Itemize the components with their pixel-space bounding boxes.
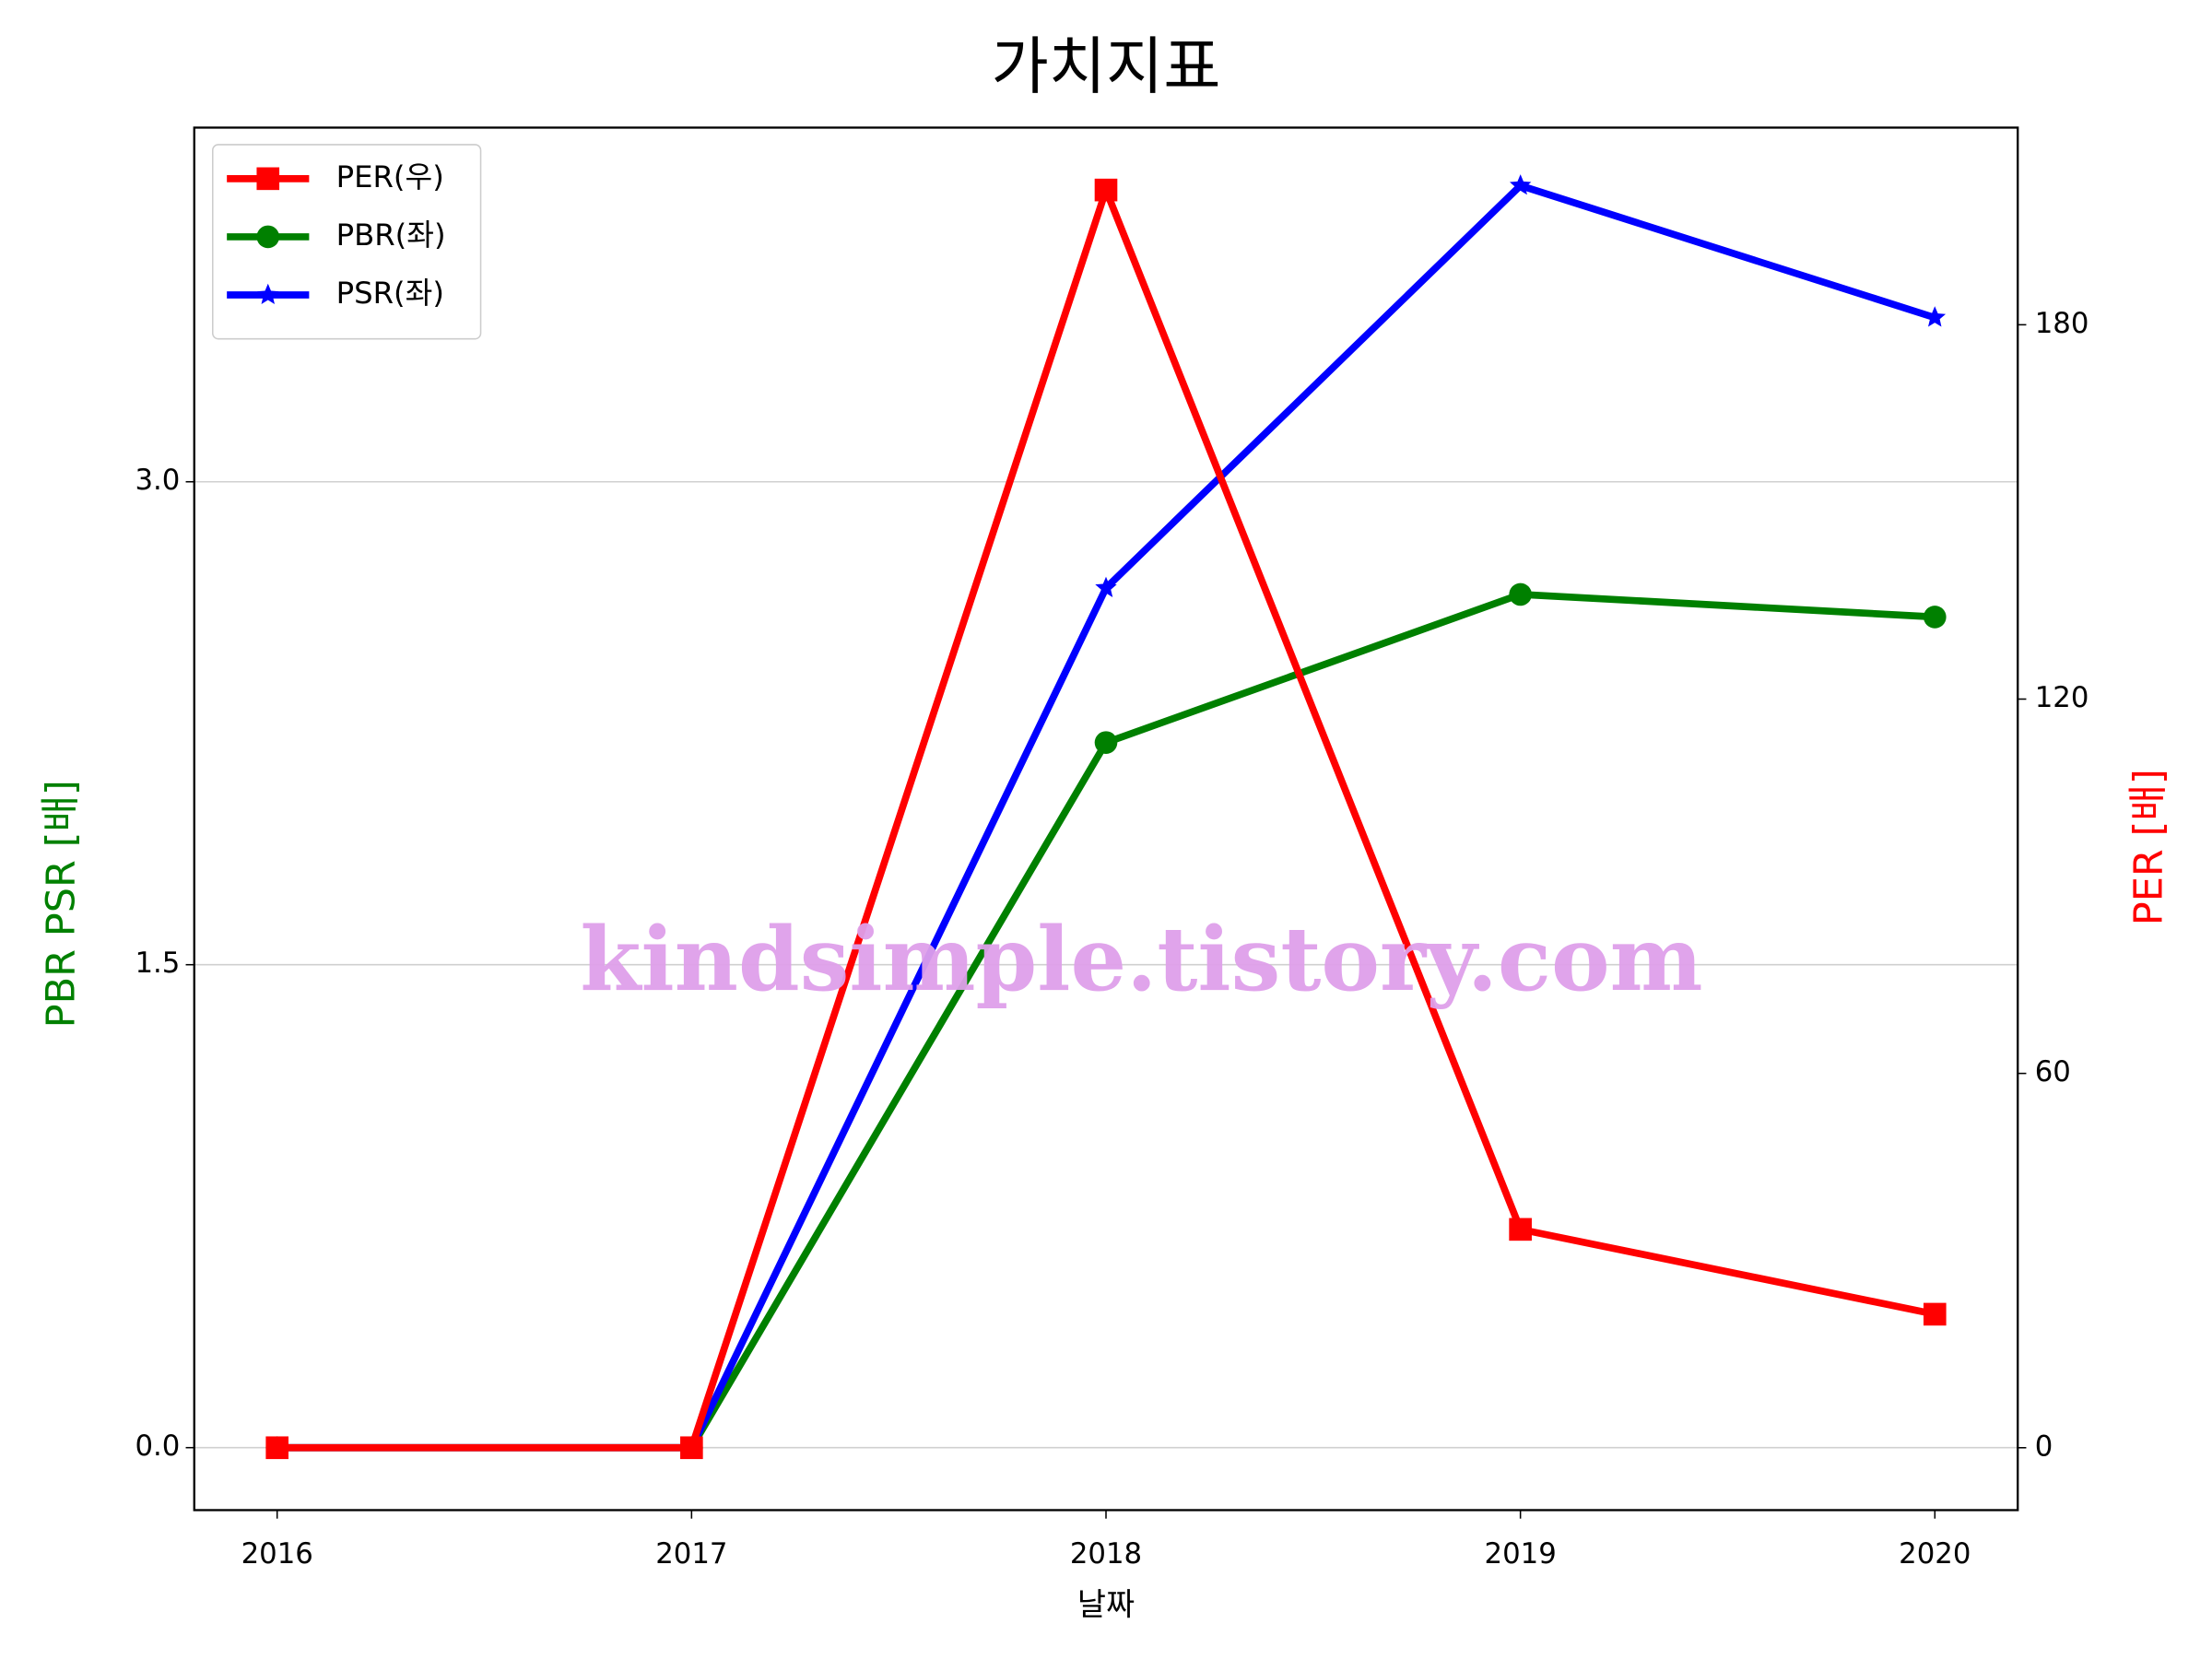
legend-box — [212, 144, 482, 340]
marker — [1509, 1218, 1532, 1241]
legend-label: PBR(좌) — [336, 218, 446, 253]
x-tick-label: 2016 — [241, 1537, 313, 1571]
y2-tick-label: 0 — [2035, 1430, 2053, 1463]
marker — [1923, 606, 1947, 629]
y-tick-label: 3.0 — [135, 464, 180, 497]
y-tick-label: 0.0 — [135, 1430, 180, 1463]
chart-title: 가치지표 — [991, 29, 1220, 102]
x-tick-label: 2020 — [1899, 1537, 1971, 1571]
x-tick-label: 2019 — [1485, 1537, 1557, 1571]
marker — [1924, 306, 1947, 327]
plot-frame — [193, 126, 2019, 1512]
marker — [256, 167, 280, 191]
x-axis-label: 날짜 — [1077, 1587, 1135, 1623]
marker — [1095, 576, 1117, 597]
marker — [1509, 174, 1532, 195]
x-tick-label: 2018 — [1070, 1537, 1142, 1571]
marker — [1094, 731, 1118, 754]
marker — [1509, 582, 1532, 606]
x-tick-label: 2017 — [655, 1537, 727, 1571]
marker — [257, 283, 279, 304]
marker — [256, 225, 280, 249]
marker — [265, 1436, 289, 1460]
legend-label: PER(우) — [336, 159, 444, 194]
y2-tick-label: 120 — [2035, 681, 2089, 714]
series-line — [276, 186, 1936, 1452]
series-line — [276, 182, 1936, 1452]
legend-label: PSR(좌) — [336, 276, 444, 311]
marker — [1923, 1302, 1947, 1326]
series-line — [276, 591, 1936, 1452]
y2-tick-label: 60 — [2035, 1055, 2071, 1088]
y-tick-label: 1.5 — [135, 947, 180, 980]
watermark: kindsimple.tistory.com — [580, 908, 1702, 1011]
marker — [1094, 178, 1118, 202]
y2-axis-label: PER [배] — [2125, 769, 2171, 925]
marker — [680, 1436, 703, 1460]
y-axis-label: PBR PSR [배] — [39, 780, 85, 1028]
y2-tick-label: 180 — [2035, 307, 2089, 340]
